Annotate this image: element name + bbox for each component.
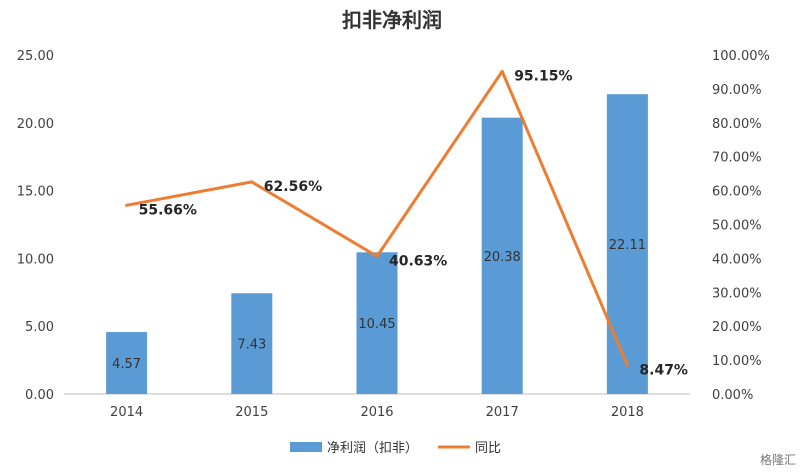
category-label: 2014 <box>110 405 143 420</box>
left-tick-label: 0.00 <box>25 388 54 403</box>
category-label: 2017 <box>486 405 519 420</box>
category-label: 2016 <box>360 405 393 420</box>
right-tick-label: 40.00% <box>712 252 762 267</box>
legend-swatch-bar <box>290 442 322 452</box>
bar <box>231 293 273 394</box>
category-axis: 2014 2015 2016 2017 2018 <box>110 405 644 420</box>
bar-data-label: 4.57 <box>112 357 141 372</box>
line-point <box>625 363 629 367</box>
right-tick-label: 50.00% <box>712 219 762 234</box>
category-label: 2015 <box>235 405 268 420</box>
bar <box>356 252 398 394</box>
right-tick-label: 20.00% <box>712 320 762 335</box>
left-tick-label: 10.00 <box>17 252 54 267</box>
right-tick-label: 30.00% <box>712 286 762 301</box>
right-tick-label: 80.00% <box>712 117 762 132</box>
line-data-label: 55.66% <box>139 202 197 218</box>
right-tick-label: 60.00% <box>712 185 762 200</box>
right-tick-label: 90.00% <box>712 83 762 98</box>
right-axis: 0.00% 10.00% 20.00% 30.00% 40.00% 50.00% 60.00… <box>712 49 770 403</box>
line-point <box>250 180 254 184</box>
bar-data-label: 7.43 <box>237 338 266 353</box>
legend-label-bar: 净利润（扣非） <box>327 441 418 456</box>
bar-data-label: 20.38 <box>484 250 521 265</box>
bar-series: 4.57 7.43 10.45 20.38 22.11 <box>106 94 648 394</box>
legend-label-line: 同比 <box>475 441 501 456</box>
bar <box>481 117 523 394</box>
left-tick-label: 25.00 <box>17 49 54 64</box>
line-data-label: 62.56% <box>264 179 322 195</box>
right-tick-label: 70.00% <box>712 151 762 166</box>
right-tick-label: 0.00% <box>712 388 753 403</box>
line-series: 55.66% 62.56% 40.63% 95.15% 8.47% <box>125 68 688 378</box>
left-tick-label: 15.00 <box>17 185 54 200</box>
bar-data-label: 10.45 <box>358 317 395 332</box>
left-tick-label: 5.00 <box>25 320 54 335</box>
right-tick-label: 10.00% <box>712 354 762 369</box>
line-data-label: 8.47% <box>639 362 688 378</box>
category-label: 2018 <box>611 405 644 420</box>
line-point <box>125 203 129 207</box>
line-point <box>375 254 379 258</box>
watermark: 格隆汇 <box>760 452 796 467</box>
right-tick-label: 100.00% <box>712 49 770 64</box>
line-data-label: 40.63% <box>389 253 447 269</box>
bar-data-label: 22.11 <box>609 238 646 253</box>
legend: 净利润（扣非） 同比 <box>290 441 501 456</box>
left-tick-label: 20.00 <box>17 117 54 132</box>
line-data-label: 95.15% <box>514 68 572 84</box>
chart-title: 扣非净利润 <box>342 8 442 32</box>
bar <box>606 94 648 394</box>
left-axis: 0.00 5.00 10.00 15.00 20.00 25.00 <box>17 49 54 403</box>
bar <box>106 332 148 394</box>
line-point <box>500 69 504 73</box>
